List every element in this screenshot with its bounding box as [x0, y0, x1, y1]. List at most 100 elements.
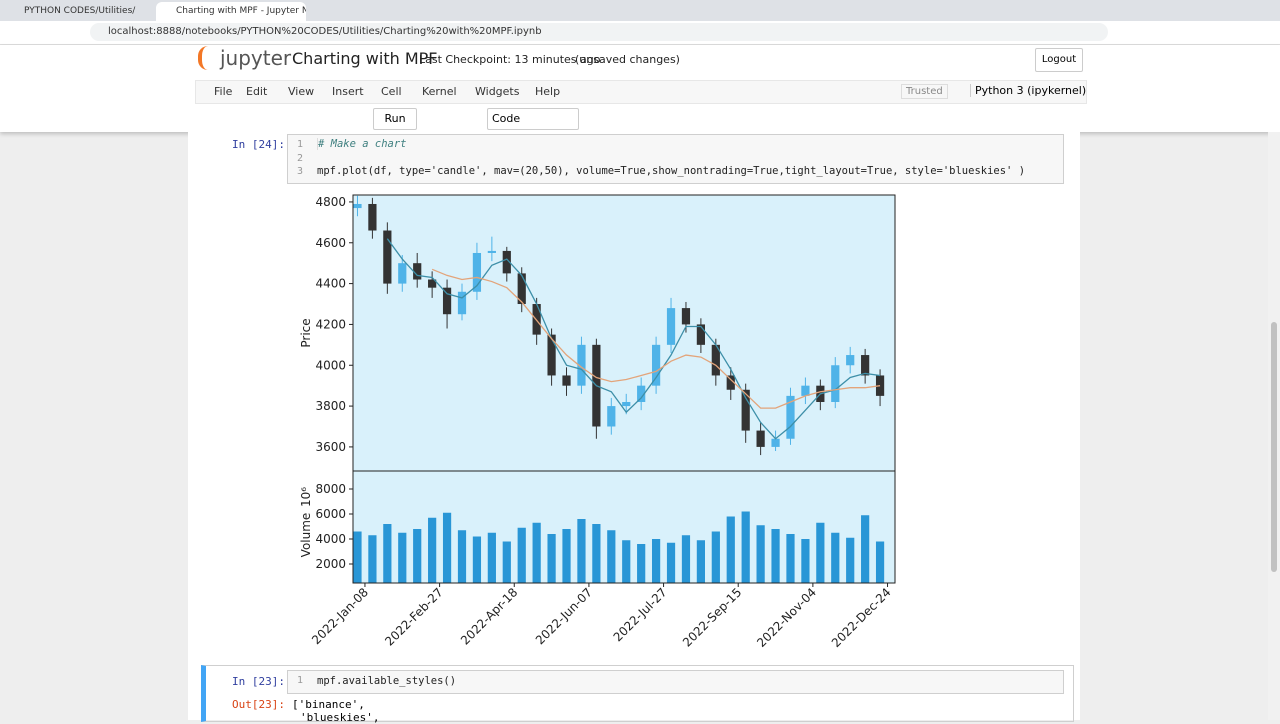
volume-bar: [383, 524, 392, 583]
scrollbar: [1268, 132, 1280, 720]
code-line: mpf.plot(df, type='candle', mav=(20,50),…: [317, 165, 1026, 177]
candle-body: [487, 250, 496, 253]
volume-bar: [472, 536, 482, 583]
volume-bar: [831, 532, 840, 583]
volume-bar: [547, 534, 556, 583]
menu-item[interactable]: Edit: [246, 85, 268, 98]
tab[interactable]: Charting with MPF - Jupyter Not: [156, 2, 306, 21]
output-line: ['binance',: [292, 698, 365, 711]
volume-bar: [771, 529, 780, 583]
y-tick-label: 4600: [315, 236, 346, 250]
candle-body: [428, 279, 437, 288]
y-tick-label: 4000: [315, 358, 346, 372]
candle-body: [651, 344, 661, 386]
line-number: 1: [297, 139, 304, 150]
tab-strip: [0, 0, 1280, 21]
x-tick-label: 2022-Sep-15: [680, 585, 744, 649]
menu-item[interactable]: View: [288, 85, 315, 98]
volume-bar: [637, 544, 646, 583]
volume-bar: [622, 540, 631, 583]
candle-body: [801, 385, 810, 396]
volume-bar: [442, 512, 452, 583]
candle-body: [831, 365, 840, 402]
x-tick-label: 2022-Jul-27: [611, 585, 670, 644]
x-tick-label: 2022-Jan-08: [309, 585, 371, 647]
volume-bar: [577, 519, 586, 583]
y-tick-label: 4800: [315, 195, 346, 209]
prompt: In [24]:: [232, 138, 285, 151]
volume-bar: [696, 540, 706, 583]
notebook-title[interactable]: Charting with MPF: [292, 49, 438, 68]
volume-bar: [428, 517, 437, 583]
volume-bar: [756, 525, 765, 583]
volume-bar: [562, 529, 571, 583]
address-bar[interactable]: localhost:8888/notebooks/PYTHON%20CODES/…: [90, 23, 1108, 41]
logo[interactable]: jupyter: [198, 46, 291, 70]
checkpoint: Last Checkpoint: 13 minutes ago: [419, 53, 601, 66]
volume-bar: [741, 511, 750, 583]
code-cell[interactable]: [287, 134, 1064, 184]
volume-bar: [651, 539, 661, 583]
volume-offset: 10⁶: [299, 487, 313, 507]
volume-bar: [711, 531, 720, 583]
line-number: 3: [297, 166, 304, 177]
volume-bar: [861, 515, 870, 583]
x-tick-label: 2022-Nov-04: [754, 585, 819, 650]
menu-item[interactable]: Kernel: [422, 85, 457, 98]
volume-bar: [801, 539, 810, 583]
candle-body: [368, 203, 377, 231]
code-line: mpf.available_styles(): [317, 675, 457, 687]
y-tick-label: 3600: [315, 440, 346, 454]
line-number: 1: [297, 675, 304, 686]
candle-body: [666, 308, 676, 345]
menu-item[interactable]: Widgets: [475, 85, 520, 98]
candle-body: [413, 263, 422, 280]
out-prompt: Out[23]:: [232, 698, 285, 711]
volume-bar: [457, 530, 467, 583]
volume-axis-label: Volume: [299, 513, 313, 558]
candle-body: [517, 273, 526, 305]
x-tick-label: 2022-Dec-24: [829, 585, 894, 650]
volume-bar: [592, 524, 601, 583]
menu-item[interactable]: File: [214, 85, 233, 98]
menu-item[interactable]: Cell: [381, 85, 402, 98]
x-tick-label: 2022-Apr-18: [458, 585, 520, 647]
candle-body: [457, 291, 467, 315]
candle-body: [756, 430, 765, 447]
volume-bar: [726, 516, 735, 583]
trusted[interactable]: Trusted: [901, 84, 948, 99]
volume-bar: [681, 535, 691, 583]
candle-body: [607, 406, 616, 427]
candle-body: [861, 355, 870, 376]
code-cell[interactable]: [287, 670, 1064, 694]
candle-body: [741, 389, 750, 431]
prompt: In [23]:: [232, 675, 285, 688]
line-number: 2: [297, 153, 304, 164]
volume-bar: [816, 522, 825, 583]
volume-bar: [487, 532, 496, 583]
menu-item[interactable]: Help: [535, 85, 561, 98]
run-button[interactable]: Run: [373, 108, 417, 130]
y2-tick-label: 2000: [315, 557, 346, 571]
volume-bar: [607, 530, 616, 583]
logout-button[interactable]: Logout: [1035, 48, 1083, 72]
cell-type-select[interactable]: Code: [487, 108, 579, 130]
moving-average: [386, 238, 881, 440]
candle-body: [711, 344, 720, 376]
y-tick-label: 4400: [315, 277, 346, 291]
kernel-name: Python 3 (ipykernel): [970, 84, 1086, 97]
volume-bar: [353, 531, 362, 583]
candle-body: [771, 438, 780, 447]
y-tick-label: 3800: [315, 399, 346, 413]
candle-body: [502, 250, 511, 274]
volume-bar: [502, 541, 511, 583]
volume-bar: [846, 537, 855, 583]
moving-average: [431, 268, 881, 409]
candle-body: [398, 263, 407, 284]
tab[interactable]: PYTHON CODES/Utilities/: [24, 6, 136, 16]
volume-bar: [786, 534, 795, 583]
volume-bar: [875, 541, 885, 583]
candle-body: [696, 324, 706, 345]
menu-item[interactable]: Insert: [332, 85, 364, 98]
candle-body: [353, 203, 362, 209]
